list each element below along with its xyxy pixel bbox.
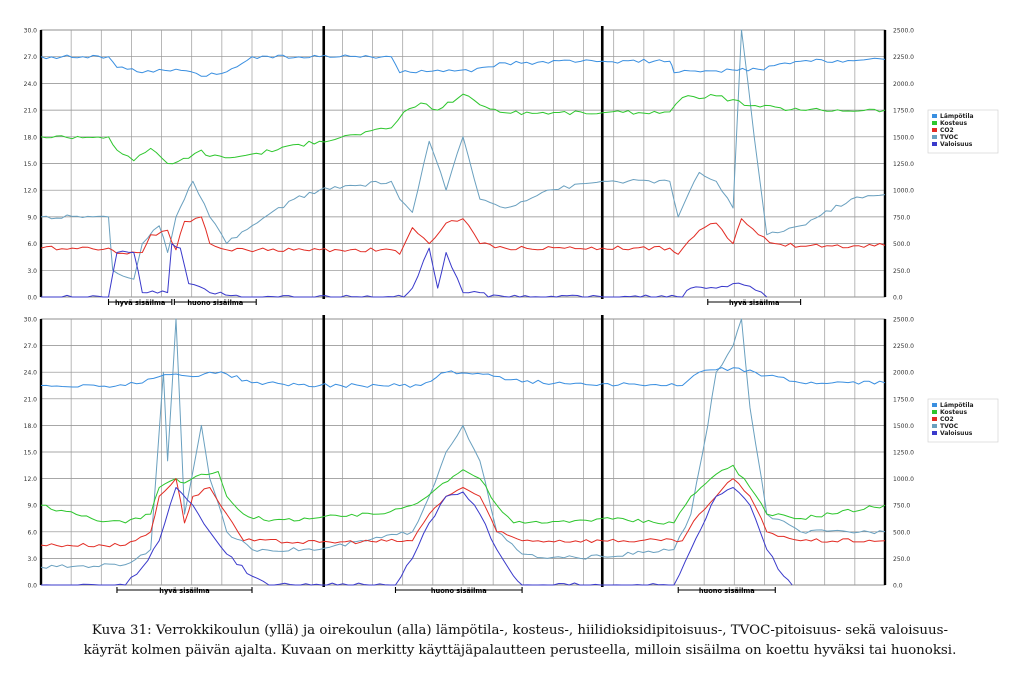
y-tick-right: 2250.0: [893, 54, 914, 61]
series-line-kosteus: [40, 93, 886, 165]
y-tick-left: 9.0: [27, 214, 37, 221]
feedback-label: hyvä sisäilma: [115, 299, 165, 307]
legend-item-label: Lämpötila: [940, 402, 974, 409]
legend-swatch: [932, 431, 937, 435]
y-tick-right: 2000.0: [893, 370, 914, 377]
series-line-co2: [40, 478, 886, 548]
y-tick-left: 9.0: [27, 503, 37, 510]
caption-line-1: Kuva 31: Verrokkikoulun (yllä) ja oireko…: [91, 623, 949, 638]
figure-caption: Kuva 31: Verrokkikoulun (yllä) ja oireko…: [40, 621, 1000, 661]
y-tick-right: 500.0: [893, 241, 910, 248]
legend-swatch: [932, 114, 937, 118]
y-tick-left: 27.0: [24, 343, 38, 350]
y-tick-right: 750.0: [893, 503, 910, 510]
legend-swatch: [932, 135, 937, 139]
legend-item-label: Kosteus: [940, 120, 967, 127]
legend-item-label: Valoisuus: [940, 141, 973, 148]
series-line-tvoc: [40, 29, 886, 280]
legend-item-label: TVOC: [940, 423, 959, 430]
legend-item-label: CO2: [940, 127, 954, 134]
y-tick-left: 15.0: [24, 161, 38, 168]
series-line-lampotila: [40, 54, 886, 77]
y-tick-left: 3.0: [27, 268, 37, 275]
y-tick-right: 750.0: [893, 214, 910, 221]
feedback-label: huono sisäilma: [187, 299, 243, 307]
y-tick-right: 250.0: [893, 268, 910, 275]
y-tick-left: 27.0: [24, 54, 38, 61]
y-tick-right: 2500.0: [893, 317, 914, 324]
legend-swatch: [932, 142, 937, 146]
y-tick-right: 1000.0: [893, 476, 914, 483]
y-tick-left: 15.0: [24, 450, 38, 457]
series-line-tvoc: [40, 318, 886, 569]
y-tick-right: 1000.0: [893, 188, 914, 195]
y-tick-left: 18.0: [24, 134, 38, 141]
y-tick-right: 1250.0: [893, 450, 914, 457]
y-tick-right: 2250.0: [893, 343, 914, 350]
y-tick-left: 12.0: [24, 188, 38, 195]
legend-swatch: [932, 128, 937, 132]
chart-panel-1: 0.0 3.0 6.0 9.0 12.0 15.0 18.0 21.0 24.0 27.0 30.0…: [24, 26, 999, 307]
y-tick-left: 30.0: [24, 317, 38, 324]
legend-swatch: [932, 410, 937, 414]
y-tick-right: 1750.0: [893, 108, 914, 115]
y-tick-right: 1500.0: [893, 423, 914, 430]
legend-box: [927, 398, 999, 443]
y-tick-right: 500.0: [893, 529, 910, 536]
y-tick-left: 12.0: [24, 476, 38, 483]
feedback-label: hyvä sisäilma: [729, 299, 779, 307]
y-tick-left: 6.0: [27, 529, 37, 536]
legend-swatch: [932, 424, 937, 428]
y-tick-right: 0.0: [893, 295, 903, 302]
legend-item-label: Lämpötila: [940, 113, 974, 120]
caption-line-2: käyrät kolmen päivän ajalta. Kuvaan on m…: [83, 643, 957, 658]
legend-swatch: [932, 417, 937, 421]
series-line-valoisuus: [40, 487, 793, 586]
y-tick-left: 24.0: [24, 81, 38, 88]
y-tick-left: 21.0: [24, 396, 38, 403]
series-line-kosteus: [40, 464, 886, 525]
y-tick-right: 0.0: [893, 583, 903, 590]
y-tick-right: 1250.0: [893, 161, 914, 168]
y-tick-right: 1750.0: [893, 396, 914, 403]
y-tick-right: 2500.0: [893, 28, 914, 35]
chart-panel-2: 0.0 3.0 6.0 9.0 12.0 15.0 18.0 21.0 24.0 27.0 30.0…: [24, 315, 999, 595]
y-tick-left: 3.0: [27, 556, 37, 563]
y-tick-left: 21.0: [24, 108, 38, 115]
feedback-label: huono sisäilma: [431, 587, 487, 595]
legend-item-label: CO2: [940, 416, 954, 423]
y-tick-left: 0.0: [27, 583, 37, 590]
y-tick-left: 6.0: [27, 241, 37, 248]
feedback-label: huono sisäilma: [699, 587, 755, 595]
legend-swatch: [932, 121, 937, 125]
y-tick-left: 0.0: [27, 295, 37, 302]
legend-swatch: [932, 403, 937, 407]
series-line-valoisuus: [41, 243, 768, 298]
legend-box: [927, 109, 999, 154]
legend-item-label: Kosteus: [940, 409, 967, 416]
y-tick-right: 1500.0: [893, 134, 914, 141]
series-line-co2: [40, 216, 886, 255]
y-tick-right: 250.0: [893, 556, 910, 563]
y-tick-left: 18.0: [24, 423, 38, 430]
legend-item-label: Valoisuus: [940, 430, 973, 437]
series-line-lampotila: [40, 367, 886, 388]
y-tick-right: 2000.0: [893, 81, 914, 88]
legend-item-label: TVOC: [940, 134, 959, 141]
y-tick-left: 24.0: [24, 370, 38, 377]
feedback-label: hyvä sisäilma: [159, 587, 209, 595]
y-tick-left: 30.0: [24, 28, 38, 35]
